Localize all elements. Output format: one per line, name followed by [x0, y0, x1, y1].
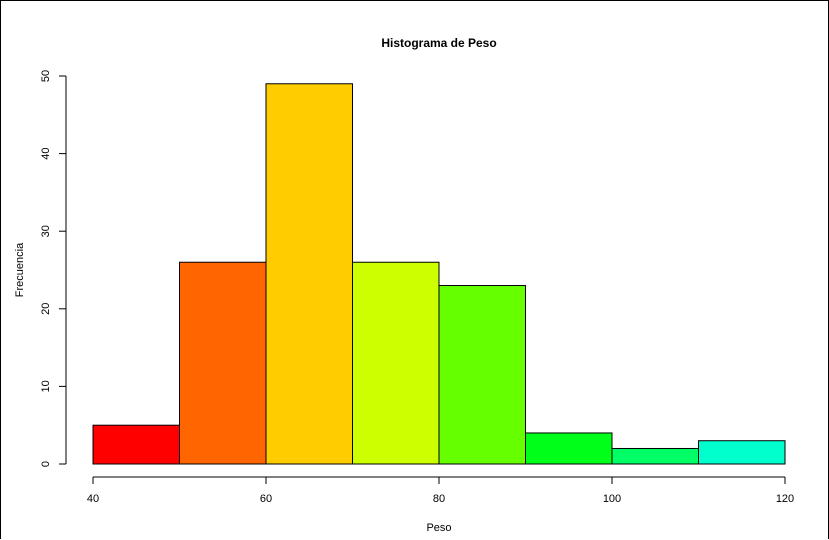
x-tick-label-80: 80 — [433, 493, 445, 505]
x-tick-label-120: 120 — [776, 493, 794, 505]
x-axis: 40 60 80 100 120 — [87, 477, 794, 505]
histogram-bar-40-50 — [93, 425, 180, 464]
x-axis-label: Peso — [426, 522, 451, 534]
bars-group — [93, 84, 785, 464]
x-tick-label-60: 60 — [260, 493, 272, 505]
histogram-bar-80-90 — [439, 286, 526, 464]
x-tick-label-100: 100 — [603, 493, 621, 505]
y-tick-label-40: 40 — [40, 147, 52, 159]
histogram-bar-90-100 — [526, 433, 613, 464]
y-tick-label-50: 50 — [40, 70, 52, 82]
y-tick-label-10: 10 — [40, 380, 52, 392]
y-axis-label: Frecuencia — [14, 242, 26, 297]
histogram-bar-110-120 — [699, 441, 786, 464]
chart-title: Histograma de Peso — [381, 36, 496, 50]
y-tick-label-30: 30 — [40, 225, 52, 237]
histogram-bar-50-60 — [180, 262, 267, 464]
histogram-bar-70-80 — [353, 262, 440, 464]
y-tick-label-0: 0 — [40, 461, 52, 467]
y-tick-label-20: 20 — [40, 303, 52, 315]
histogram-bar-60-70 — [266, 84, 353, 464]
y-axis: 0 10 20 30 40 50 — [40, 70, 66, 467]
histogram-bar-100-110 — [612, 448, 699, 464]
x-tick-label-40: 40 — [87, 493, 99, 505]
